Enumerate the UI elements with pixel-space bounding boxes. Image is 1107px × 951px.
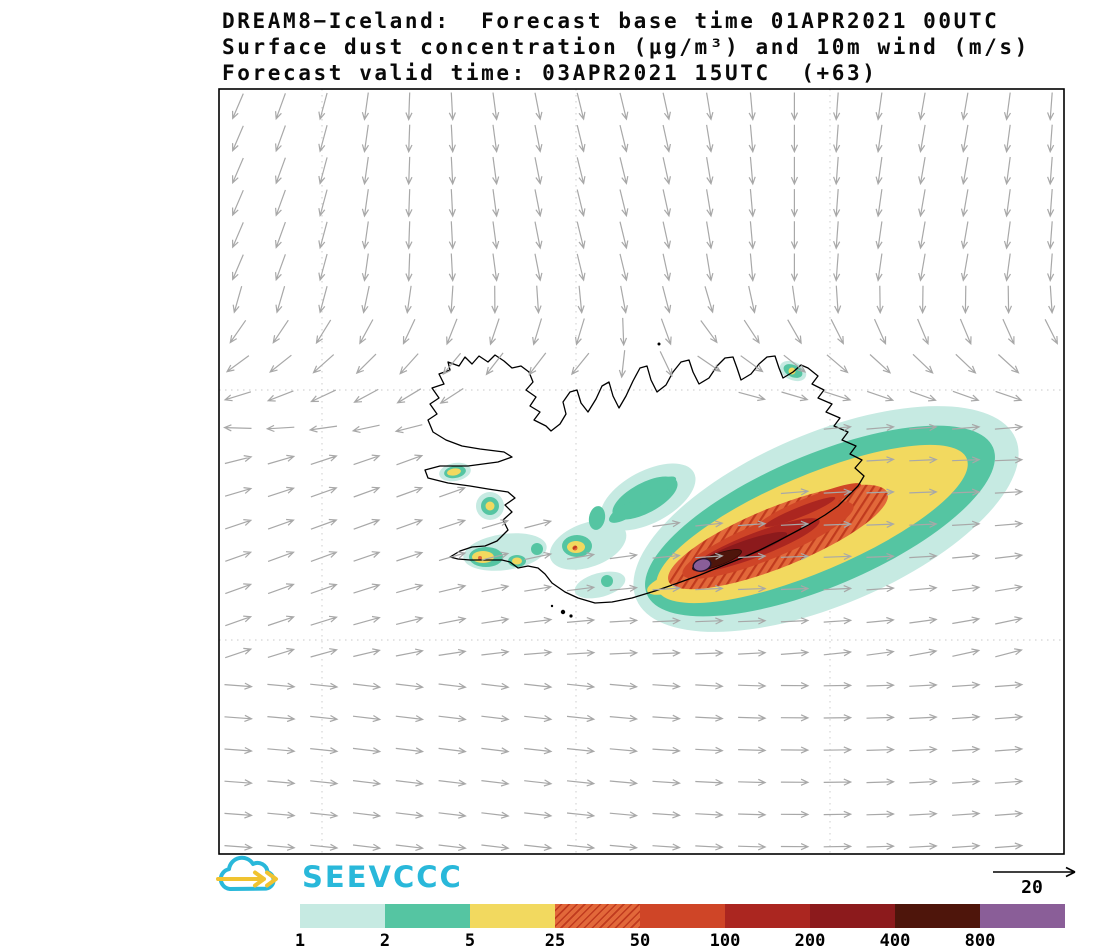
colorbar: 1 2 5 25 50 100 200 400 800 xyxy=(295,904,1065,951)
grid-lines xyxy=(219,89,1064,854)
colorbar-label-2: 2 xyxy=(379,931,391,951)
colorbar-label-25: 25 xyxy=(544,931,566,951)
plot-title: DREAM8−Iceland: Forecast base time 01APR… xyxy=(222,8,1030,86)
islands xyxy=(550,342,661,618)
map-frame xyxy=(218,88,1065,855)
title-line-3: Forecast valid time: 03APR2021 15UTC (+6… xyxy=(222,61,878,85)
logo-arrow-icon xyxy=(216,870,278,888)
seevccc-logo-text: SEEVCCC xyxy=(302,860,463,894)
colorbar-segment-200 xyxy=(810,904,895,928)
colorbar-segment-25 xyxy=(555,904,640,928)
colorbar-segment-100 xyxy=(725,904,810,928)
colorbar-label-100: 100 xyxy=(709,931,741,951)
colorbar-label-400: 400 xyxy=(879,931,911,951)
colorbar-label-50: 50 xyxy=(629,931,651,951)
colorbar-segment-5 xyxy=(470,904,555,928)
title-line-1: DREAM8−Iceland: Forecast base time 01APR… xyxy=(222,9,1000,33)
title-line-2: Surface dust concentration (µg/m³) and 1… xyxy=(222,35,1030,59)
iceland-coastline xyxy=(424,354,865,604)
coastline xyxy=(424,354,865,604)
colorbar-label-5: 5 xyxy=(464,931,476,951)
wind-vectors xyxy=(223,92,1058,851)
colorbar-segment-2 xyxy=(385,904,470,928)
wind-reference-value: 20 xyxy=(1021,877,1043,898)
colorbar-segment-400 xyxy=(895,904,980,928)
colorbar-segment-50 xyxy=(640,904,725,928)
colorbar-segment-800 xyxy=(980,904,1065,928)
colorbar-segment-1 xyxy=(300,904,385,928)
wind-arrows xyxy=(223,92,1058,851)
colorbar-label-200: 200 xyxy=(794,931,826,951)
colorbar-label-800: 800 xyxy=(964,931,996,951)
seevccc-logo-icon xyxy=(216,855,278,891)
wind-reference-arrow xyxy=(993,866,1076,878)
colorbar-label-1: 1 xyxy=(294,931,306,951)
forecast-map xyxy=(218,88,1065,855)
dust-concentration-contours xyxy=(439,360,1019,632)
